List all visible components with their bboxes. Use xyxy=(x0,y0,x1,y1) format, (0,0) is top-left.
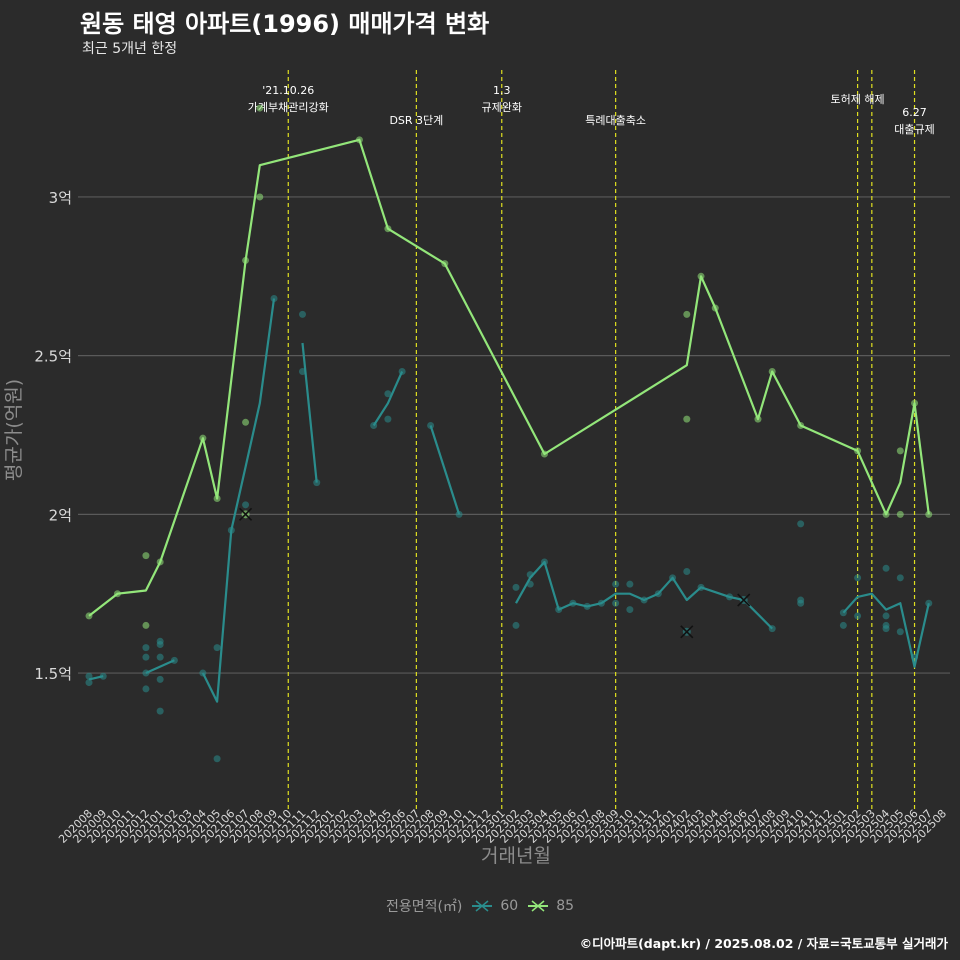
data-point-60 xyxy=(427,421,435,429)
y-axis-title: 평균가(억원) xyxy=(3,379,25,481)
data-point-60 xyxy=(797,599,805,607)
data-point-60 xyxy=(512,583,520,591)
event-annotation: DSR 3단계 xyxy=(389,114,443,127)
series-line-60 xyxy=(88,675,104,681)
legend-item-60: 60 xyxy=(470,898,518,914)
data-point-85 xyxy=(256,104,264,112)
legend-label-60: 60 xyxy=(500,898,519,914)
y-tick-label: 2.5억 xyxy=(34,348,72,366)
data-point-60 xyxy=(455,510,463,518)
data-point-60 xyxy=(156,653,164,661)
data-point-60 xyxy=(142,653,150,661)
data-point-60 xyxy=(683,567,691,575)
data-point-60 xyxy=(384,415,392,423)
data-point-60 xyxy=(882,564,890,572)
legend-swatch-60 xyxy=(472,900,493,912)
data-point-60 xyxy=(882,612,890,620)
data-point-60 xyxy=(626,580,634,588)
data-point-60 xyxy=(213,644,221,652)
source-caption: ©디아파트(dapt.kr) / 2025.08.02 / 자료=국토교통부 실… xyxy=(579,936,948,951)
data-point-60 xyxy=(299,310,306,318)
data-point-60 xyxy=(242,501,250,509)
data-point-60 xyxy=(896,628,904,636)
data-point-60 xyxy=(626,606,634,614)
data-point-60 xyxy=(797,520,805,528)
series-line-85 xyxy=(88,138,930,617)
data-point-60 xyxy=(854,612,862,620)
data-point-60 xyxy=(156,707,164,715)
data-point-60 xyxy=(882,625,890,633)
data-point-60 xyxy=(142,644,150,652)
data-point-60 xyxy=(213,755,221,763)
data-point-85 xyxy=(256,193,264,201)
data-point-60 xyxy=(612,580,620,588)
data-point-60 xyxy=(896,574,904,582)
x-axis-title: 거래년월 xyxy=(481,845,551,867)
series-line-60 xyxy=(301,342,318,483)
event-annotation: 1.3 xyxy=(493,84,511,97)
data-point-85 xyxy=(925,510,933,518)
series-line-60 xyxy=(145,659,175,675)
y-tick-label: 1.5억 xyxy=(34,665,72,683)
data-point-85 xyxy=(142,552,150,560)
data-point-60 xyxy=(612,599,620,607)
y-tick-label: 3억 xyxy=(49,189,72,207)
data-point-60 xyxy=(512,621,520,629)
series-line-60 xyxy=(515,560,773,630)
data-point-60 xyxy=(384,390,392,398)
y-tick-label: 2억 xyxy=(49,506,72,524)
data-point-85 xyxy=(896,447,904,455)
data-point-85 xyxy=(142,621,150,629)
event-annotation: 6.27 xyxy=(902,106,927,119)
data-point-85 xyxy=(896,510,904,518)
data-point-60 xyxy=(854,574,862,582)
data-point-85 xyxy=(242,418,250,426)
cancelled-mark-85 xyxy=(239,507,253,521)
legend-swatch-85 xyxy=(528,900,549,912)
event-annotation: 가계부채관리강화 xyxy=(248,101,329,114)
event-annotation: 특례대출축소 xyxy=(585,114,646,127)
event-annotation: 대출규제 xyxy=(894,123,934,136)
series-line-60 xyxy=(201,298,276,703)
data-point-85 xyxy=(683,415,691,423)
data-point-60 xyxy=(85,679,93,687)
chart-subtitle: 최근 5개년 한정 xyxy=(82,41,178,57)
data-point-60 xyxy=(839,621,847,629)
event-annotation: '21.10.26 xyxy=(262,84,314,97)
event-annotation: 토허제 해제 xyxy=(831,92,885,106)
data-point-85 xyxy=(683,310,691,318)
series-line-60 xyxy=(429,425,461,515)
cancelled-mark-60 xyxy=(680,625,694,639)
data-point-60 xyxy=(142,685,150,693)
series-line-60 xyxy=(842,592,930,668)
event-annotation: 규제완화 xyxy=(482,101,522,114)
legend: 전용면적(㎡) 60 85 xyxy=(0,896,960,916)
data-point-60 xyxy=(156,675,164,683)
legend-title: 전용면적(㎡) xyxy=(385,899,463,915)
series-line-60 xyxy=(372,371,404,427)
cancelled-mark-60 xyxy=(737,593,751,607)
data-point-60 xyxy=(313,479,321,487)
legend-item-85: 85 xyxy=(526,898,574,914)
data-point-60 xyxy=(99,672,107,680)
data-point-60 xyxy=(156,640,164,648)
chart-title: 원동 태영 아파트(1996) 매매가격 변화 xyxy=(80,10,490,38)
legend-label-85: 85 xyxy=(556,898,575,914)
